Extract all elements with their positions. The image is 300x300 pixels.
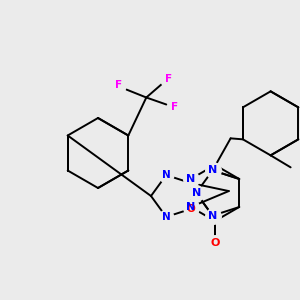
Text: N: N	[208, 165, 217, 175]
Text: F: F	[115, 80, 122, 91]
Text: O: O	[186, 204, 195, 214]
Text: N: N	[208, 211, 217, 221]
Text: F: F	[165, 74, 172, 85]
Text: N: N	[186, 174, 195, 184]
Text: N: N	[186, 202, 195, 212]
Text: O: O	[210, 238, 220, 248]
Text: N: N	[162, 212, 171, 222]
Text: N: N	[162, 170, 171, 180]
Text: N: N	[191, 188, 201, 198]
Text: F: F	[171, 103, 178, 112]
